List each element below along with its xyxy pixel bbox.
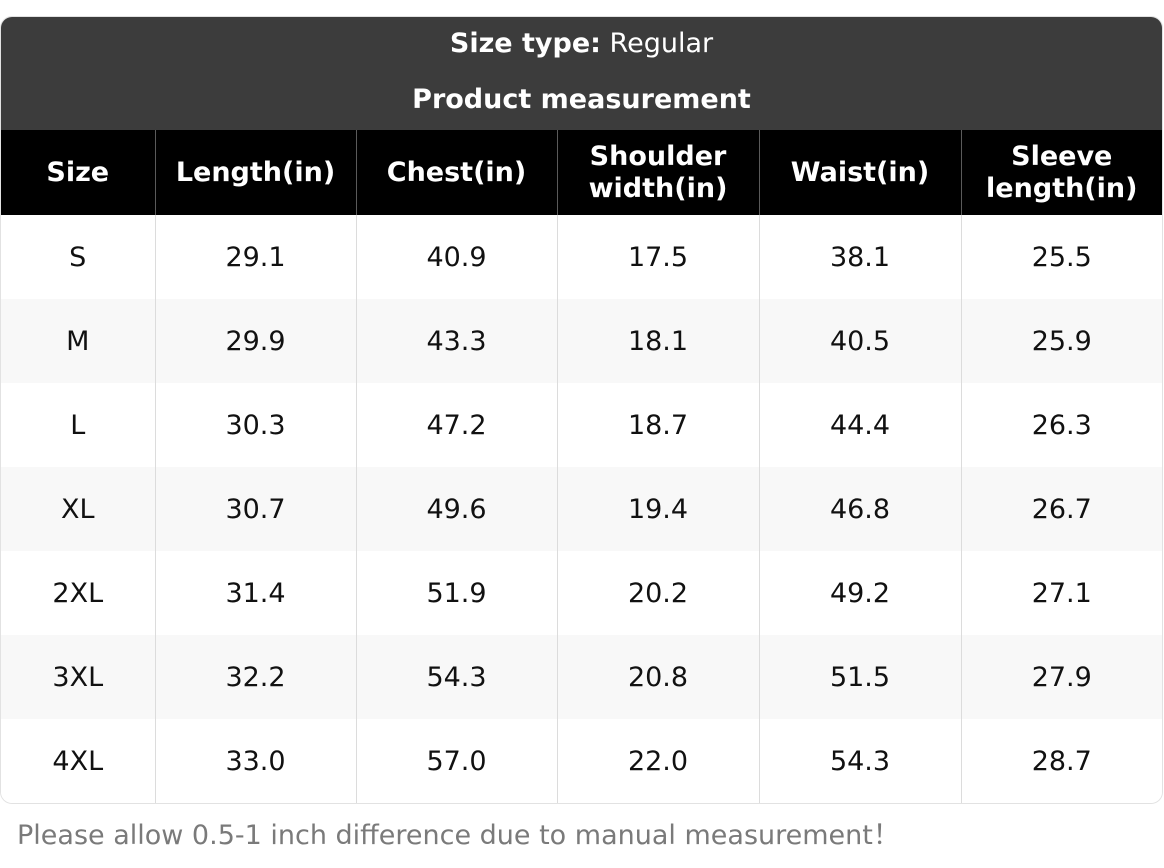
cell-length: 29.9 bbox=[154, 299, 356, 383]
cell-shoulder-width: 17.5 bbox=[556, 215, 759, 299]
column-header-shoulder-width: Shoulder width(in) bbox=[556, 130, 759, 215]
size-type-value: Regular bbox=[609, 28, 714, 59]
measurement-table: Size Length(in) Chest(in) Shoulder width… bbox=[1, 130, 1162, 803]
cell-chest: 40.9 bbox=[355, 215, 557, 299]
cell-chest: 57.0 bbox=[355, 719, 557, 803]
cell-waist: 49.2 bbox=[758, 551, 961, 635]
cell-size: M bbox=[1, 299, 155, 383]
table-row: 3XL 32.2 54.3 20.8 51.5 27.9 bbox=[1, 635, 1162, 719]
cell-chest: 49.6 bbox=[355, 467, 557, 551]
cell-length: 30.7 bbox=[154, 467, 356, 551]
cell-waist: 44.4 bbox=[758, 383, 961, 467]
cell-shoulder-width: 20.2 bbox=[556, 551, 759, 635]
cell-waist: 54.3 bbox=[758, 719, 961, 803]
cell-shoulder-width: 22.0 bbox=[556, 719, 759, 803]
chart-header: Size type: Regular Product measurement bbox=[1, 17, 1162, 130]
cell-sleeve-length: 27.1 bbox=[960, 551, 1162, 635]
cell-sleeve-length: 26.7 bbox=[960, 467, 1162, 551]
table-row: L 30.3 47.2 18.7 44.4 26.3 bbox=[1, 383, 1162, 467]
cell-length: 32.2 bbox=[154, 635, 356, 719]
table-row: S 29.1 40.9 17.5 38.1 25.5 bbox=[1, 215, 1162, 299]
measurement-note: Please allow 0.5-1 inch difference due t… bbox=[17, 820, 900, 851]
cell-size: S bbox=[1, 215, 155, 299]
column-header-waist: Waist(in) bbox=[758, 130, 961, 215]
chart-subtitle: Product measurement bbox=[412, 84, 751, 115]
column-header-chest: Chest(in) bbox=[355, 130, 557, 215]
cell-size: 2XL bbox=[1, 551, 155, 635]
cell-waist: 40.5 bbox=[758, 299, 961, 383]
cell-chest: 43.3 bbox=[355, 299, 557, 383]
table-row: XL 30.7 49.6 19.4 46.8 26.7 bbox=[1, 467, 1162, 551]
cell-waist: 51.5 bbox=[758, 635, 961, 719]
cell-chest: 51.9 bbox=[355, 551, 557, 635]
cell-shoulder-width: 18.7 bbox=[556, 383, 759, 467]
cell-length: 29.1 bbox=[154, 215, 356, 299]
cell-sleeve-length: 27.9 bbox=[960, 635, 1162, 719]
cell-chest: 47.2 bbox=[355, 383, 557, 467]
size-type-label: Size type: bbox=[449, 28, 601, 59]
cell-waist: 46.8 bbox=[758, 467, 961, 551]
column-header-size: Size bbox=[1, 130, 155, 215]
table-row: M 29.9 43.3 18.1 40.5 25.9 bbox=[1, 299, 1162, 383]
cell-waist: 38.1 bbox=[758, 215, 961, 299]
cell-shoulder-width: 20.8 bbox=[556, 635, 759, 719]
size-type: Size type: Regular bbox=[1, 27, 1162, 61]
table-body: S 29.1 40.9 17.5 38.1 25.5 M 29.9 43.3 18.1 40.5 25… bbox=[1, 215, 1162, 803]
table-row: 4XL 33.0 57.0 22.0 54.3 28.7 bbox=[1, 719, 1162, 803]
cell-length: 33.0 bbox=[154, 719, 356, 803]
cell-size: 4XL bbox=[1, 719, 155, 803]
cell-length: 31.4 bbox=[154, 551, 356, 635]
table-row: 2XL 31.4 51.9 20.2 49.2 27.1 bbox=[1, 551, 1162, 635]
size-chart: Size type: Regular Product measurement S… bbox=[0, 16, 1163, 804]
cell-sleeve-length: 25.5 bbox=[960, 215, 1162, 299]
column-header-sleeve-length: Sleeve length(in) bbox=[960, 130, 1162, 215]
column-header-length: Length(in) bbox=[154, 130, 356, 215]
cell-shoulder-width: 18.1 bbox=[556, 299, 759, 383]
cell-shoulder-width: 19.4 bbox=[556, 467, 759, 551]
cell-length: 30.3 bbox=[154, 383, 356, 467]
cell-sleeve-length: 28.7 bbox=[960, 719, 1162, 803]
cell-size: 3XL bbox=[1, 635, 155, 719]
cell-sleeve-length: 26.3 bbox=[960, 383, 1162, 467]
cell-size: XL bbox=[1, 467, 155, 551]
cell-sleeve-length: 25.9 bbox=[960, 299, 1162, 383]
cell-chest: 54.3 bbox=[355, 635, 557, 719]
table-header-row: Size Length(in) Chest(in) Shoulder width… bbox=[1, 130, 1162, 215]
cell-size: L bbox=[1, 383, 155, 467]
